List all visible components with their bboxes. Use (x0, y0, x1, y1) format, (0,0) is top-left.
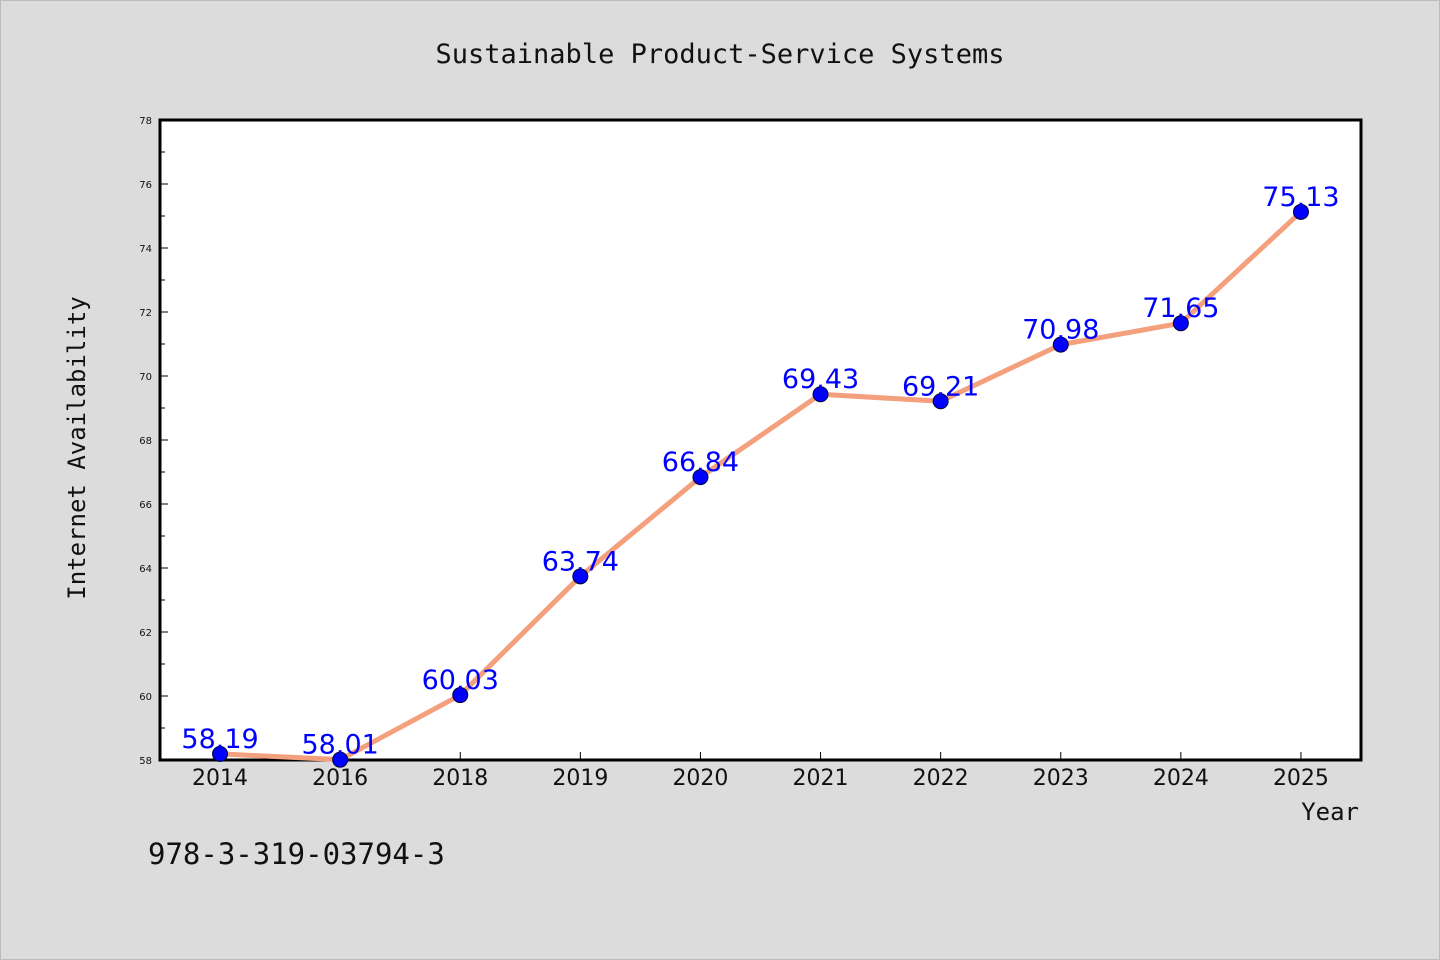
series-line (217, 209, 1304, 763)
data-label: 69.21 (902, 371, 979, 402)
data-point (452, 687, 469, 704)
x-axis-ticks: 2014 2016 2018 2019 2020 2021 2022 2023 2024 2025 (192, 752, 1329, 791)
y-tick-label: 66 (139, 500, 152, 511)
isbn-footer: 978-3-319-03794-3 (148, 837, 445, 871)
x-tick-label: 2023 (1033, 766, 1089, 791)
x-tick-label: 2024 (1153, 766, 1209, 791)
data-point (812, 386, 829, 403)
series-points-layer (212, 203, 1309, 768)
data-point (572, 568, 589, 585)
y-tick-label: 64 (139, 564, 152, 575)
data-label: 70.98 (1022, 315, 1099, 346)
data-point (1172, 315, 1189, 332)
data-point (1292, 203, 1309, 220)
data-point (692, 469, 709, 486)
x-tick-label: 2021 (793, 766, 849, 791)
x-tick-label: 2019 (552, 766, 608, 791)
y-tick-label: 70 (139, 372, 152, 383)
plot-area (158, 118, 1363, 762)
y-tick-label: 68 (139, 436, 152, 447)
y-tick-label: 60 (139, 692, 152, 703)
data-point (332, 751, 349, 768)
y-tick-label: 74 (139, 244, 152, 255)
data-label: 58.19 (181, 724, 258, 755)
data-point (1052, 336, 1069, 353)
x-tick-label: 2018 (432, 766, 488, 791)
data-label: 69.43 (782, 364, 859, 395)
y-tick-label: 62 (139, 628, 152, 639)
x-tick-label: 2022 (913, 766, 969, 791)
data-label: 75.13 (1262, 182, 1339, 213)
data-point (212, 745, 229, 762)
y-tick-label: 58 (139, 756, 152, 767)
x-tick-label: 2025 (1273, 766, 1329, 791)
data-labels-layer: 58.19 58.01 60.03 63.74 66.84 69.43 69.21 70.98… (181, 182, 1339, 761)
x-axis-label: Year (1301, 798, 1359, 826)
y-tick-label: 72 (139, 308, 152, 319)
chart-title: Sustainable Product-Service Systems (436, 39, 1005, 70)
data-label: 63.74 (542, 546, 619, 577)
data-point (932, 393, 949, 410)
x-tick-label: 2020 (672, 766, 728, 791)
series-line-layer (217, 209, 1304, 763)
data-label: 66.84 (662, 447, 739, 478)
data-label: 58.01 (302, 730, 379, 761)
data-label: 71.65 (1142, 293, 1219, 324)
y-tick-label: 76 (139, 180, 152, 191)
y-axis-label: Internet Availability (63, 296, 91, 599)
y-axis-ticks: 58 60 62 64 66 68 70 72 74 76 78 (139, 116, 168, 767)
x-tick-label: 2014 (192, 766, 248, 791)
data-label: 60.03 (422, 665, 499, 696)
x-tick-label: 2016 (312, 766, 368, 791)
y-tick-label: 78 (139, 116, 152, 127)
